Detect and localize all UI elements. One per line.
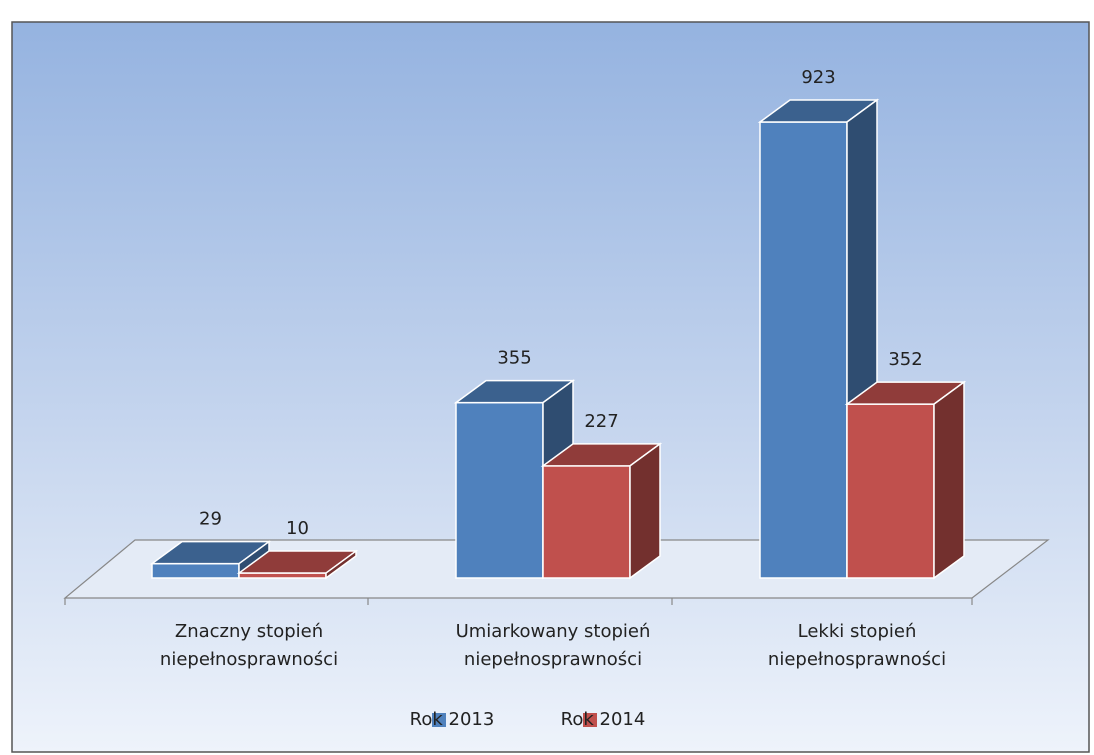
legend-label: Rok 2014 [561,709,646,730]
value-label: 352 [888,349,922,370]
value-label: 923 [801,67,835,88]
bar-front [151,562,240,579]
bar-front [759,121,848,579]
bar-front [455,401,544,579]
x-tick-label: Znaczny stopień niepełnosprawności [159,621,339,670]
bar-side [933,380,965,580]
value-label: 29 [199,509,222,530]
legend-swatch [583,713,597,727]
value-label: 10 [286,518,309,539]
legend-swatch [432,713,446,727]
value-label: 355 [497,348,531,369]
bar-side [325,549,357,580]
bar-front [542,465,631,579]
bar-front [846,403,935,579]
value-label: 227 [584,411,618,432]
axis-ticks [64,598,973,605]
bar-side [629,442,661,580]
x-tick-label: Umiarkowany stopień niepełnosprawności [455,621,651,670]
legend-label: Rok 2013 [410,709,495,730]
x-tick-label: Lekki stopień niepełnosprawności [767,621,947,670]
